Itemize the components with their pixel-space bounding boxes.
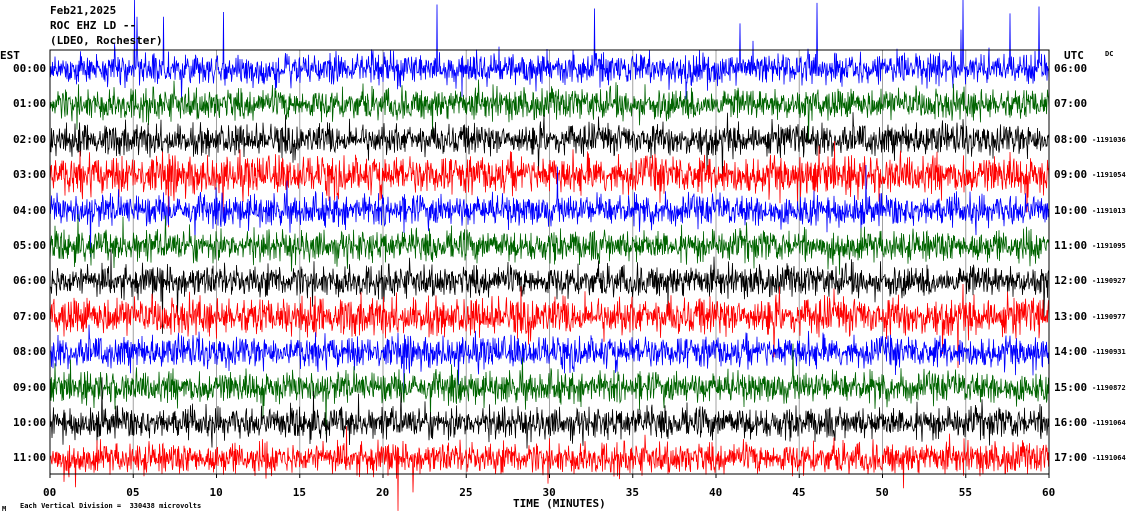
utc-hour-label: 13:00: [1054, 309, 1088, 323]
x-tick-label: 35: [625, 486, 639, 499]
grid-layer: [49, 50, 1050, 478]
dc-offset-count: -1191064: [1092, 454, 1126, 463]
x-tick-label: 30: [542, 486, 556, 499]
utc-hour-label: 15:00: [1054, 380, 1088, 394]
x-tick-label: 50: [875, 486, 889, 499]
x-tick-label: 20: [376, 486, 390, 499]
x-tick-label: 15: [292, 486, 306, 499]
utc-hour-label: 16:00: [1054, 416, 1088, 429]
est-hour-label: 08:00: [13, 345, 47, 359]
utc-hour-label: 08:00: [1054, 132, 1088, 146]
scale-note: Each Vertical Division = 330438 microvol…: [20, 502, 202, 510]
trace-row-10:00: [49, 377, 1050, 449]
dc-offset-count: -1190931: [1092, 348, 1126, 357]
est-hour-label: 09:00: [13, 380, 47, 394]
est-hour-label: 10:00: [13, 416, 47, 429]
est-hour-label: 04:00: [13, 203, 47, 217]
dc-offset-count: -1190927: [1092, 277, 1126, 286]
est-hour-label: 01:00: [13, 97, 47, 111]
plot-frame: [49, 49, 1050, 475]
est-hour-label: 00:00: [13, 62, 47, 75]
est-hour-label: 02:00: [13, 132, 47, 146]
trace-layer: [49, 0, 1050, 511]
utc-hour-label: 12:00: [1054, 274, 1088, 288]
x-tick-label: 45: [792, 486, 806, 499]
header-date: Feb21,2025: [50, 4, 117, 17]
header-network: (LDEO, Rochester): [50, 34, 163, 47]
trace-row-03:00: [49, 141, 1050, 228]
dc-offset-count: -1191036: [1092, 135, 1126, 144]
utc-hour-label: 06:00: [1054, 62, 1088, 75]
x-tick-label: 40: [709, 486, 723, 499]
trace-row-02:00: [49, 112, 1050, 182]
est-hour-label: 11:00: [13, 451, 47, 465]
trace-row-07:00: [49, 283, 1050, 368]
dc-offset-count: -1191064: [1092, 419, 1126, 427]
trace-row-09:00: [49, 343, 1050, 435]
dc-offset-count: -1191013: [1092, 206, 1126, 215]
trace-row-11:00: [49, 426, 1050, 511]
x-tick-label: 60: [1042, 486, 1056, 499]
utc-hour-label: 07:00: [1054, 97, 1088, 111]
dc-label: DC: [1105, 50, 1114, 58]
x-tick-label: 00: [43, 486, 57, 499]
header-station: ROC EHZ LD --: [50, 19, 137, 32]
dc-offset-count: -1190977: [1092, 312, 1126, 321]
x-tick-label: 05: [126, 486, 140, 499]
trace-row-04:00: [49, 164, 1050, 258]
x-axis-title: TIME (MINUTES): [513, 497, 606, 510]
dc-offset-count: -1190872: [1092, 383, 1126, 392]
x-tick-label: 25: [459, 486, 473, 499]
est-hour-label: 05:00: [13, 239, 47, 252]
trace-row-08:00: [49, 324, 1050, 396]
trace-row-01:00: [49, 79, 1050, 141]
dc-offset-count: -1191095: [1092, 242, 1126, 250]
est-hour-label: 03:00: [13, 168, 47, 182]
trace-row-00:00: [50, 0, 1050, 101]
trace-row-06:00: [49, 249, 1050, 334]
dc-offset-count: -1191054: [1092, 171, 1126, 180]
utc-hour-label: 09:00: [1054, 168, 1088, 182]
x-tick-label: 55: [958, 486, 972, 499]
footer-mark: M: [2, 505, 7, 513]
trace-row-05:00: [49, 213, 1050, 275]
est-hour-label: 06:00: [13, 274, 47, 288]
utc-hour-label: 10:00: [1054, 203, 1088, 217]
left-timezone: EST: [0, 49, 20, 62]
utc-hour-label: 14:00: [1054, 345, 1088, 359]
est-hour-label: 07:00: [13, 309, 47, 323]
right-timezone: UTC: [1064, 49, 1084, 62]
utc-hour-label: 11:00: [1054, 239, 1088, 252]
x-tick-label: 10: [209, 486, 223, 499]
utc-hour-label: 17:00: [1054, 451, 1088, 465]
